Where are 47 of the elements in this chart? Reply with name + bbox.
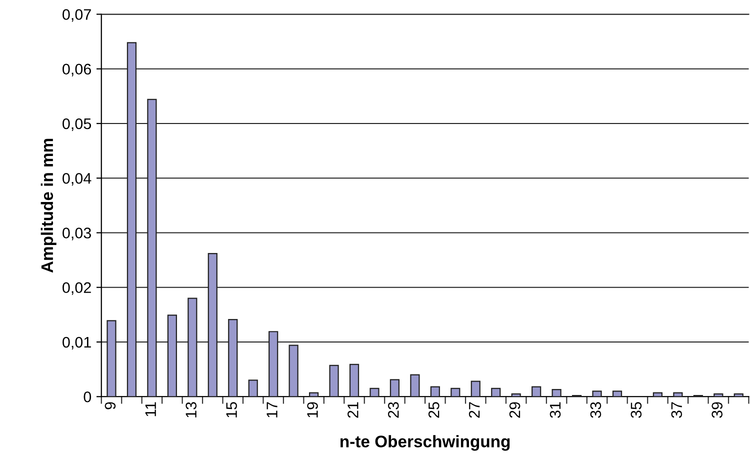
bar <box>511 393 521 397</box>
y-tick-label: 0,05 <box>62 118 92 131</box>
bar <box>714 393 724 397</box>
bar <box>532 386 542 397</box>
x-tick-label: 27 <box>468 402 480 418</box>
bar <box>410 374 420 397</box>
x-tick-label: 23 <box>388 402 399 418</box>
x-tick-label: 9 <box>104 402 116 410</box>
x-tick-label: 15 <box>226 402 237 418</box>
x-tick-label: 13 <box>186 402 197 418</box>
bar <box>430 386 440 397</box>
y-tick-label: 0,06 <box>62 64 91 76</box>
x-tick-label: 25 <box>428 402 440 418</box>
bar <box>652 392 663 397</box>
bar <box>734 393 744 397</box>
y-tick-label: 0,01 <box>62 336 91 350</box>
y-tick-label: 0 <box>84 391 92 402</box>
bar <box>308 392 319 397</box>
bar <box>390 379 400 397</box>
x-tick-label: 33 <box>590 402 602 418</box>
x-tick-label: 19 <box>307 402 318 418</box>
y-tick-label: 0,02 <box>62 282 91 295</box>
x-tick-label: 35 <box>630 402 642 418</box>
x-tick-label: 37 <box>671 402 682 418</box>
bar <box>491 388 501 397</box>
y-tick-label: 0,04 <box>62 172 92 186</box>
x-tick-label: 31 <box>550 402 561 418</box>
x-tick-label: 17 <box>266 402 278 418</box>
bar <box>612 390 622 397</box>
x-axis-title: n-te Oberschwingung <box>340 435 510 451</box>
bar <box>450 388 460 397</box>
bar <box>349 364 360 397</box>
y-axis-title: Amplitude in mm <box>40 138 56 273</box>
y-tick-label: 0,03 <box>62 228 91 240</box>
bar <box>248 380 258 397</box>
x-tick-label: 39 <box>712 402 723 418</box>
bar <box>552 388 562 397</box>
bar <box>370 388 380 397</box>
bar <box>673 392 683 397</box>
x-tick-label: 21 <box>348 402 358 418</box>
bar <box>288 344 298 397</box>
bar <box>470 380 480 397</box>
x-tick-label: 29 <box>509 402 520 418</box>
y-tick-label: 0,07 <box>62 9 91 22</box>
bar <box>329 364 339 397</box>
x-tick-label: 11 <box>145 402 156 416</box>
bar <box>592 390 602 397</box>
